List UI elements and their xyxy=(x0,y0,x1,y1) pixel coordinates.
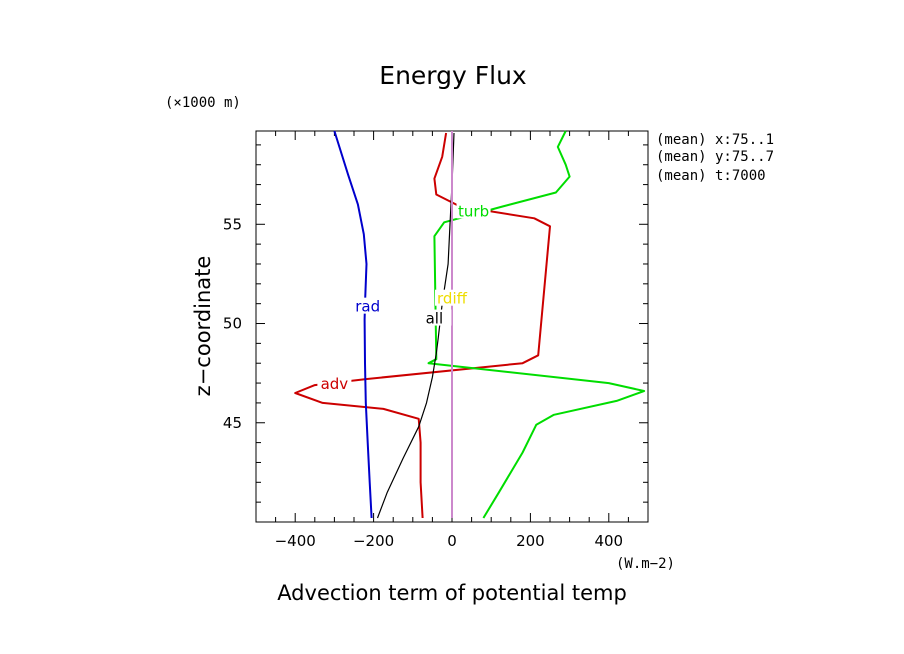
annotation-y-mean: (mean) y:75..7 xyxy=(656,149,774,165)
series-label-rad: rad xyxy=(355,298,380,316)
series-label-turb: turb xyxy=(458,202,489,220)
x-tick-label: 0 xyxy=(447,532,457,550)
y-tick-label: 55 xyxy=(223,215,242,233)
series-line-rad xyxy=(333,130,373,519)
series-label-all: all xyxy=(426,310,444,328)
x-unit-label: (W.m−2) xyxy=(616,556,675,572)
annotation-x-mean: (mean) x:75..1 xyxy=(656,132,774,148)
series-label-bg xyxy=(350,297,385,314)
curves-group xyxy=(294,130,646,519)
x-tick-label: 400 xyxy=(594,532,623,550)
x-tick-label: −400 xyxy=(275,532,316,550)
y-unit-label: (×1000 m) xyxy=(165,95,241,111)
chart-title: Energy Flux xyxy=(379,61,526,90)
y-tick-label: 50 xyxy=(223,315,242,333)
series-label-bg xyxy=(317,375,352,392)
annotation-t-mean: (mean) t:7000 xyxy=(656,168,766,184)
x-tick-label: −200 xyxy=(353,532,394,550)
series-label-bg xyxy=(435,289,469,306)
series-line-adv xyxy=(294,132,551,519)
series-line-all xyxy=(376,132,455,519)
series-line-turb xyxy=(427,130,646,519)
curve-labels-group: adv turb all rad rdiff xyxy=(317,202,491,393)
x-tick-label: 200 xyxy=(516,532,545,550)
y-axis-label: z−coordinate xyxy=(191,256,215,397)
x-axis-label: Advection term of potential temp xyxy=(277,581,627,605)
series-label-bg xyxy=(456,202,491,219)
y-tick-label: 45 xyxy=(223,414,242,432)
series-label-bg xyxy=(417,309,452,326)
series-label-rdiff: rdiff xyxy=(437,290,468,308)
series-label-adv: adv xyxy=(321,375,349,393)
